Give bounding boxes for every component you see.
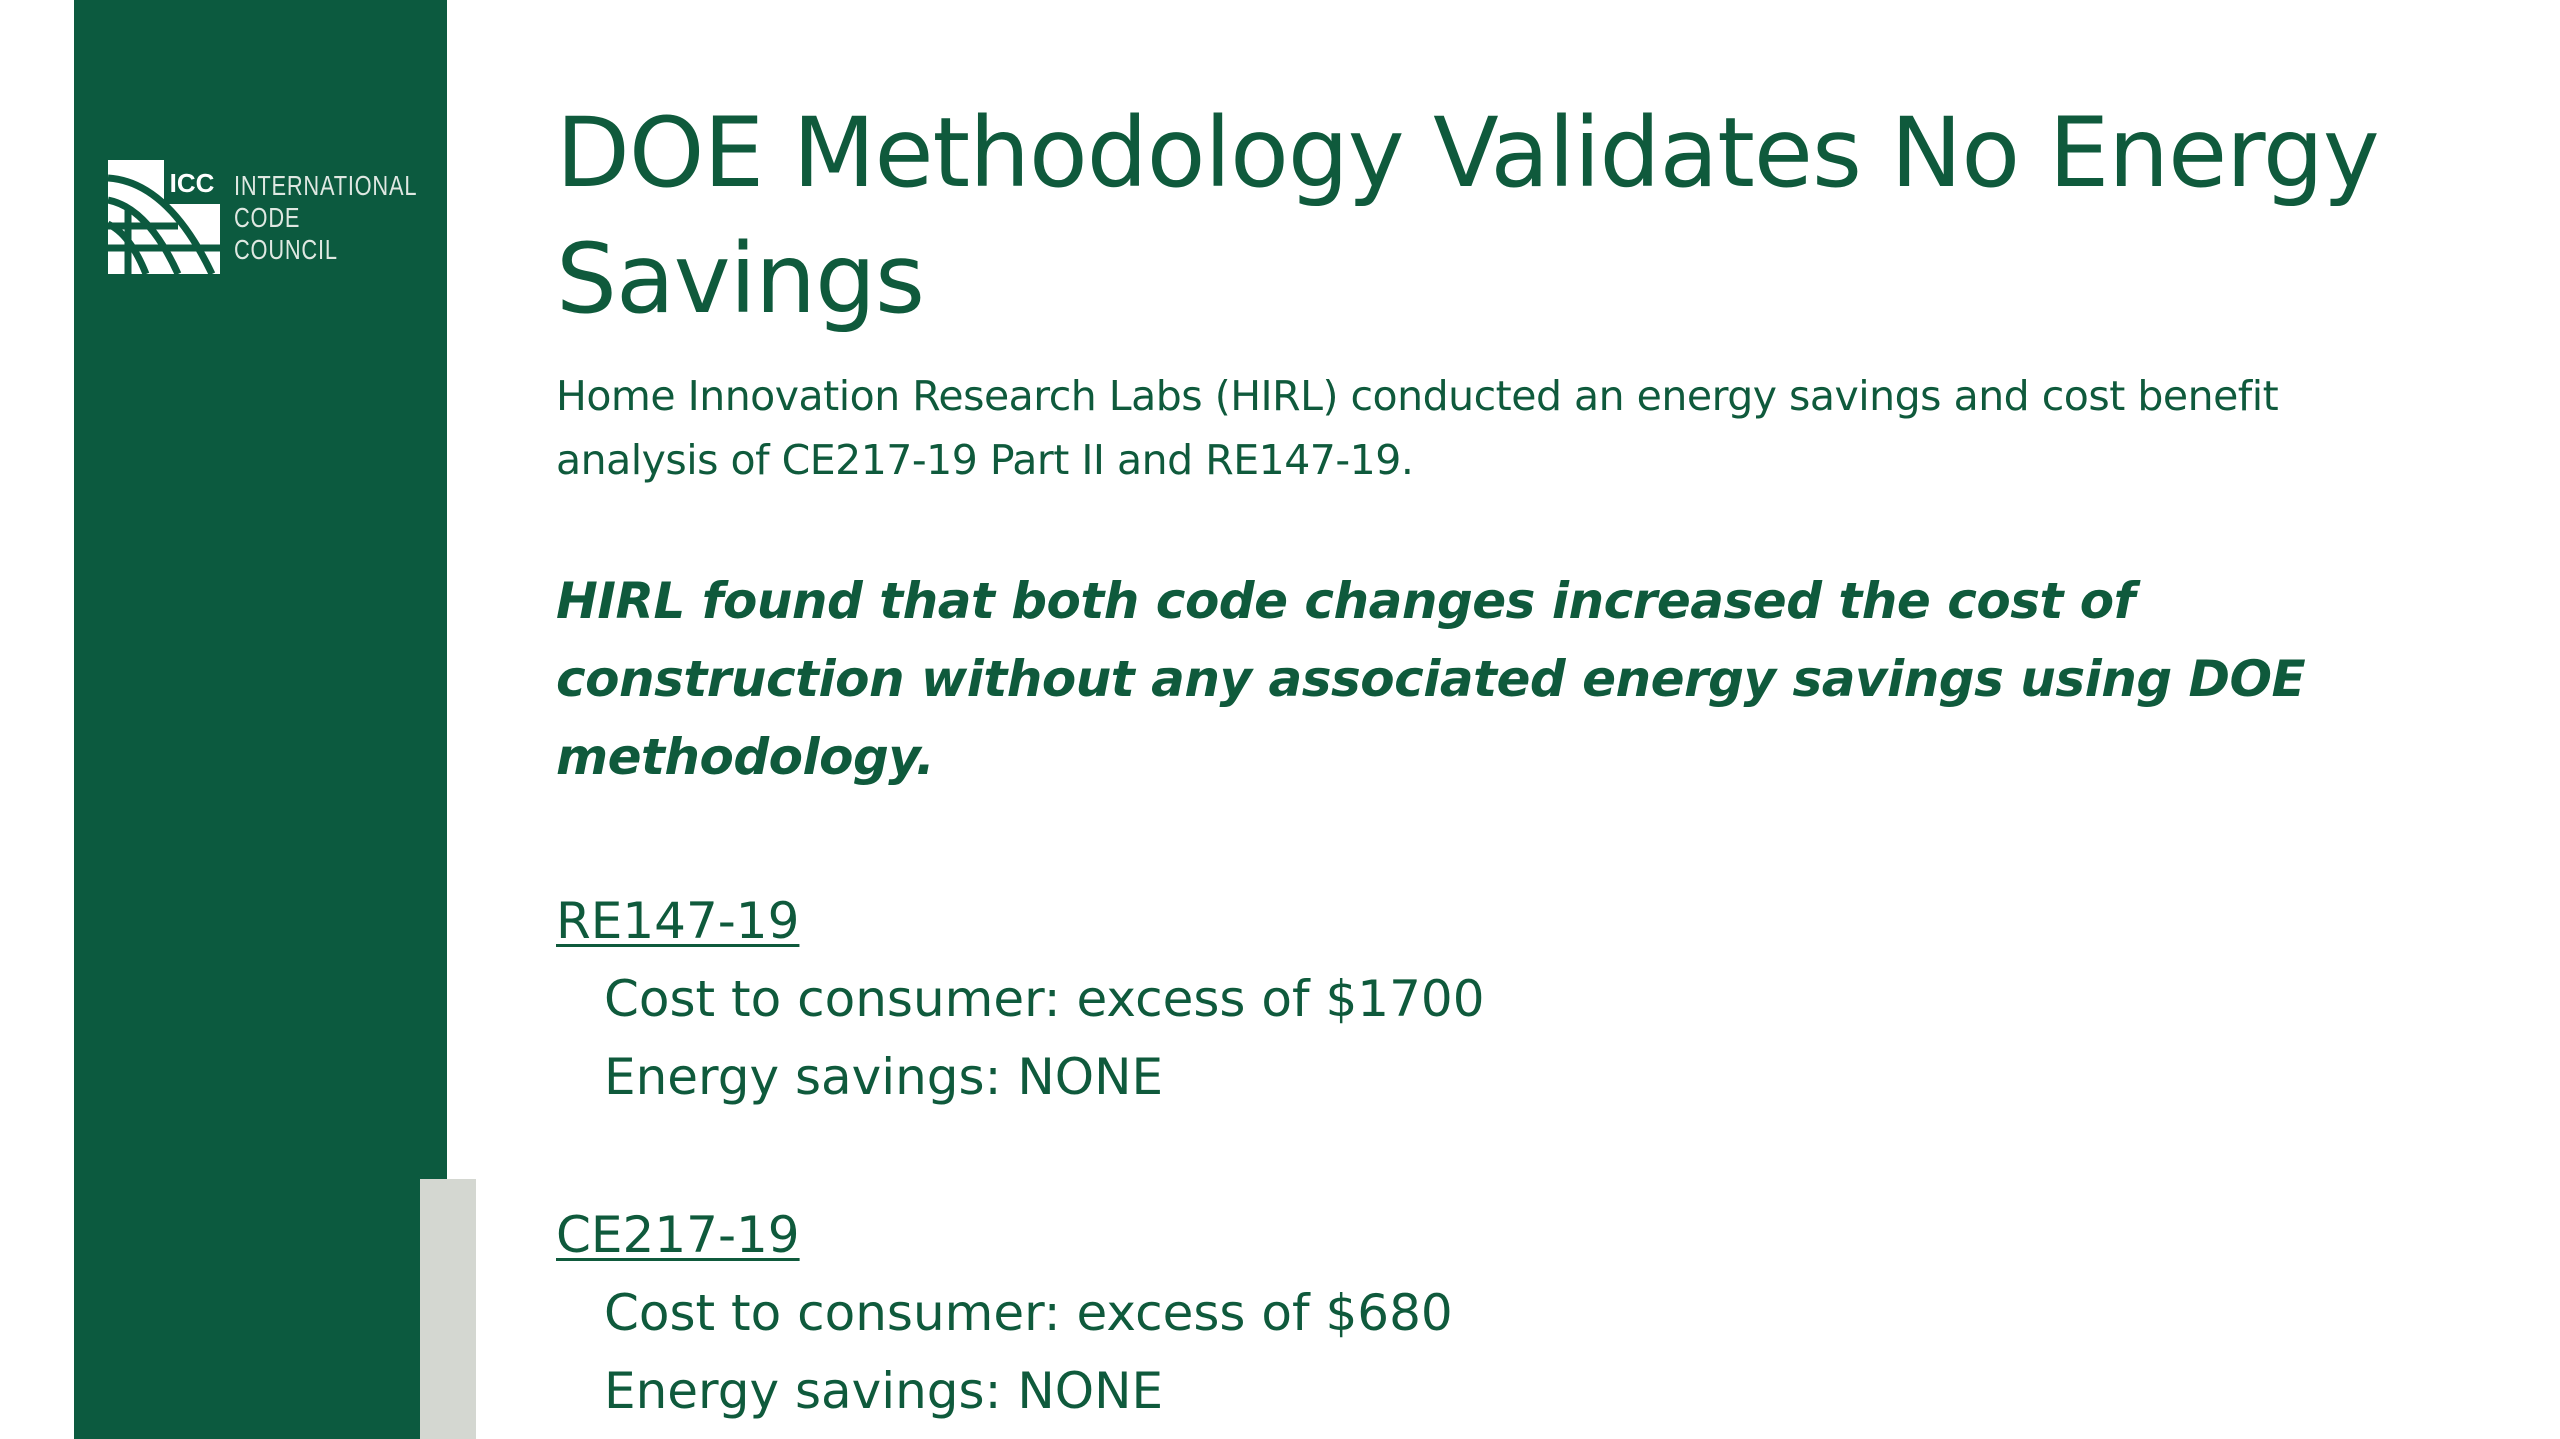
- globe-grid-icon: ICC: [108, 160, 220, 274]
- code-change-heading: RE147-19: [556, 892, 800, 950]
- savings-line: Energy savings: NONE: [604, 1362, 1164, 1420]
- cost-line: Cost to consumer: excess of $1700: [604, 970, 1485, 1028]
- savings-line: Energy savings: NONE: [604, 1048, 1164, 1106]
- logo-line-3: COUNCIL: [234, 234, 338, 265]
- icc-logo: ICC INTERNATIONAL CODE COUNCIL: [108, 160, 418, 275]
- code-change-item: CE217-19 Cost to consumer: excess of $68…: [556, 1196, 2436, 1430]
- code-change-item: RE147-19 Cost to consumer: excess of $17…: [556, 882, 2436, 1116]
- logo-line-2: CODE: [234, 202, 301, 233]
- logo-line-1: INTERNATIONAL: [234, 170, 418, 201]
- slide-content: DOE Methodology Validates No Energy Savi…: [556, 90, 2436, 1430]
- key-finding: HIRL found that both code changes increa…: [556, 572, 2306, 786]
- sidebar-accent-bar: [420, 1179, 476, 1439]
- intro-paragraph: Home Innovation Research Labs (HIRL) con…: [556, 372, 2279, 484]
- cost-line: Cost to consumer: excess of $680: [604, 1284, 1453, 1342]
- logo-mark-text: ICC: [170, 168, 215, 198]
- code-change-heading: CE217-19: [556, 1206, 800, 1264]
- slide-title: DOE Methodology Validates No Energy Savi…: [556, 97, 2380, 335]
- logo-wordmark: INTERNATIONAL CODE COUNCIL: [234, 170, 469, 266]
